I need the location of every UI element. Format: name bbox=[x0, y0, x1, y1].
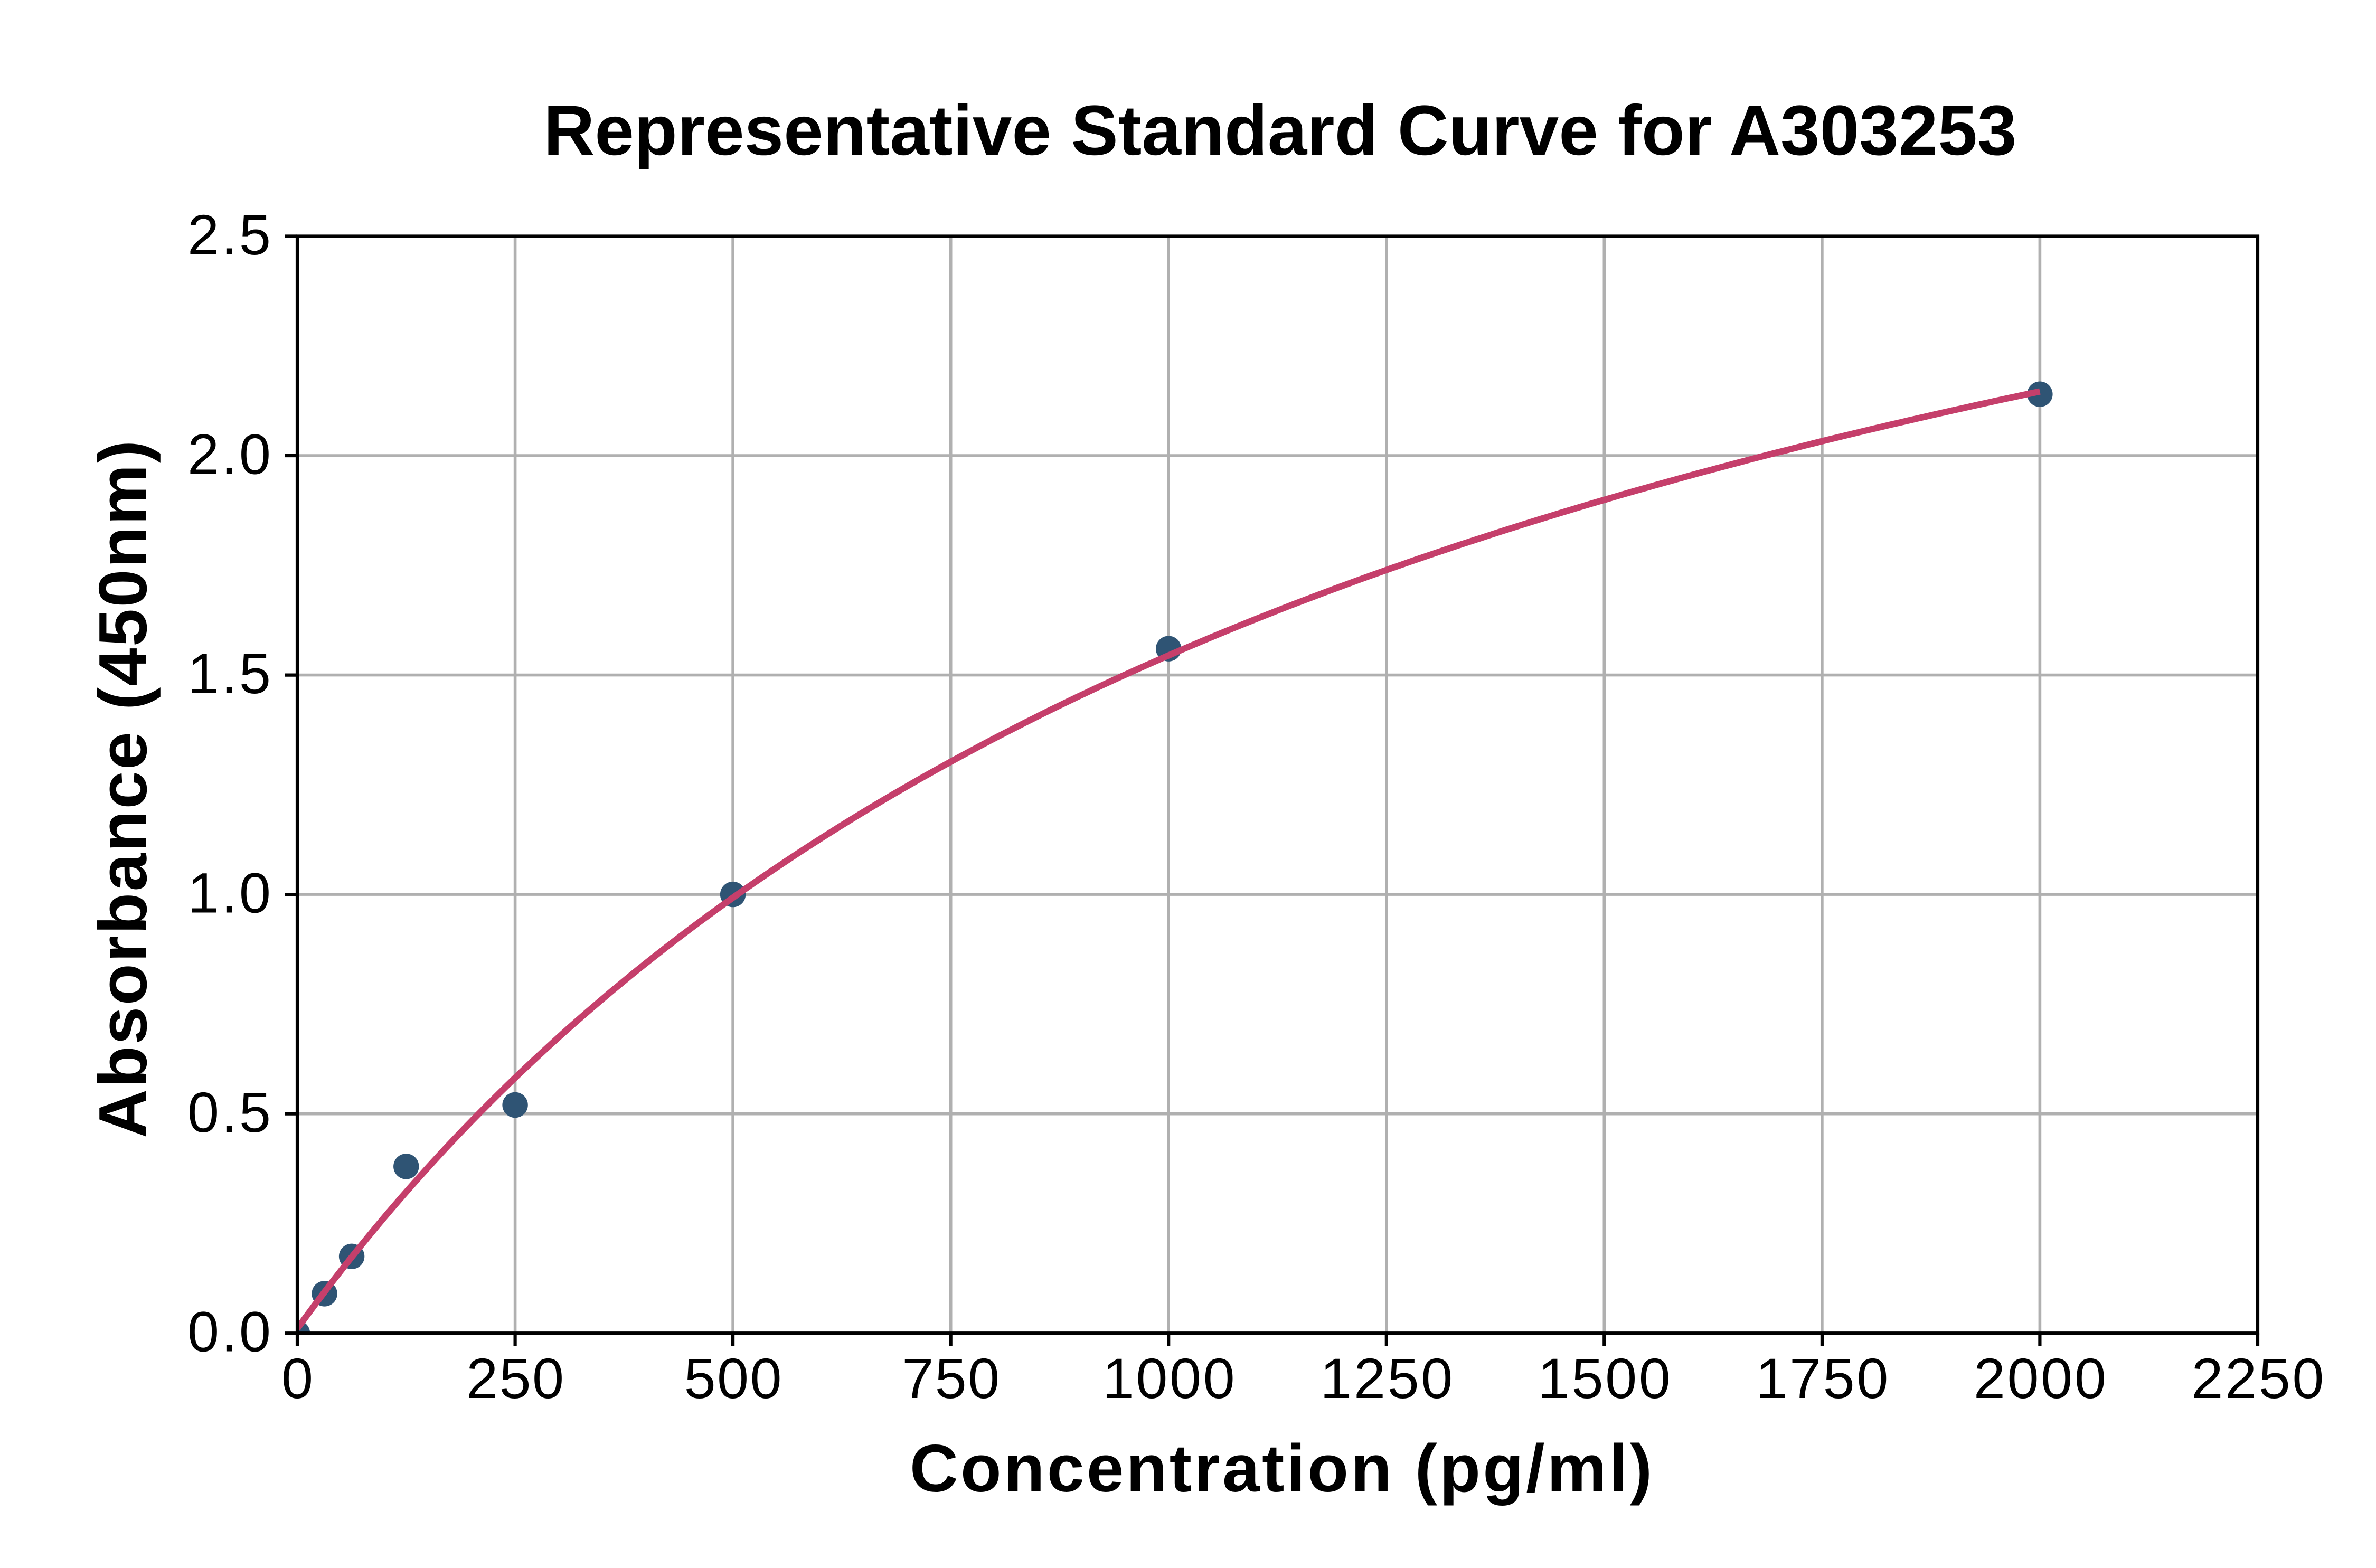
svg-text:2.0: 2.0 bbox=[187, 422, 271, 486]
svg-text:750: 750 bbox=[902, 1346, 1000, 1410]
svg-text:Absorbance (450nm): Absorbance (450nm) bbox=[85, 440, 161, 1138]
svg-text:250: 250 bbox=[466, 1346, 564, 1410]
svg-text:0.5: 0.5 bbox=[187, 1080, 271, 1144]
svg-text:Concentration (pg/ml): Concentration (pg/ml) bbox=[910, 1431, 1652, 1506]
svg-text:Representative Standard Curve: Representative Standard Curve for A30325… bbox=[544, 91, 2017, 170]
svg-text:1.0: 1.0 bbox=[187, 861, 271, 925]
svg-text:2.5: 2.5 bbox=[187, 203, 271, 267]
svg-text:0.0: 0.0 bbox=[187, 1300, 271, 1364]
svg-text:0: 0 bbox=[281, 1346, 313, 1410]
svg-text:500: 500 bbox=[684, 1346, 782, 1410]
svg-text:1.5: 1.5 bbox=[187, 641, 271, 705]
